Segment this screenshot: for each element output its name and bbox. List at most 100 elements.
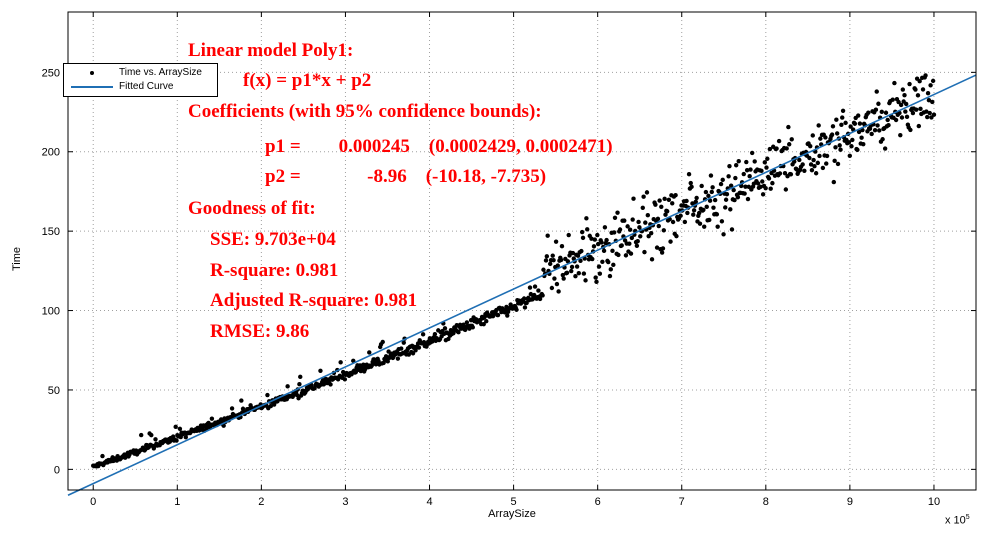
data-point xyxy=(581,271,587,276)
data-point xyxy=(522,305,528,310)
data-point xyxy=(285,384,290,389)
data-point xyxy=(877,128,882,133)
data-point xyxy=(575,253,581,258)
data-point xyxy=(852,121,858,126)
data-point xyxy=(569,268,574,274)
data-point xyxy=(917,79,922,84)
data-point xyxy=(383,354,389,359)
data-point xyxy=(663,212,668,217)
data-point xyxy=(714,212,720,217)
data-point xyxy=(442,326,448,331)
data-point xyxy=(591,244,597,249)
data-point xyxy=(767,146,773,152)
data-point xyxy=(733,163,739,168)
data-point xyxy=(707,217,712,223)
data-point xyxy=(924,109,929,114)
data-point xyxy=(239,398,244,403)
data-point xyxy=(484,319,489,324)
data-point xyxy=(399,346,404,351)
data-point xyxy=(883,110,889,115)
data-point xyxy=(623,253,629,258)
annotation-gof-header: Goodness of fit: xyxy=(188,198,316,219)
data-point xyxy=(573,274,578,279)
data-point xyxy=(481,321,486,327)
data-point xyxy=(927,110,932,116)
data-point xyxy=(910,110,916,116)
data-point xyxy=(715,224,720,229)
annotation-formula: f(x) = p1*x + p2 xyxy=(243,70,372,91)
data-point xyxy=(809,167,815,173)
data-point xyxy=(183,435,188,440)
data-point xyxy=(807,155,812,161)
data-point xyxy=(813,171,819,176)
data-point xyxy=(590,256,595,262)
data-point xyxy=(696,210,702,216)
data-point xyxy=(544,254,550,259)
data-point xyxy=(691,208,697,213)
data-point xyxy=(294,392,300,398)
data-point xyxy=(580,235,586,241)
data-point xyxy=(536,288,541,293)
data-point xyxy=(710,185,715,190)
data-point xyxy=(784,146,789,151)
data-point xyxy=(607,273,613,279)
data-point xyxy=(470,325,475,330)
data-point xyxy=(741,171,746,177)
data-point xyxy=(556,289,561,294)
data-point xyxy=(646,233,651,239)
data-point xyxy=(545,233,550,238)
data-point xyxy=(900,87,906,92)
data-point xyxy=(697,221,703,226)
data-point xyxy=(898,132,903,138)
data-point xyxy=(376,358,381,364)
data-point xyxy=(338,360,343,365)
annotation-rmse: RMSE: 9.86 xyxy=(210,321,310,342)
data-point xyxy=(495,312,501,318)
data-point xyxy=(532,292,537,298)
data-point xyxy=(138,432,144,438)
data-point xyxy=(839,122,844,127)
annotation-sse: SSE: 9.703e+04 xyxy=(210,229,336,250)
data-point xyxy=(930,99,935,105)
data-point xyxy=(685,210,690,216)
data-point xyxy=(550,253,555,258)
data-point xyxy=(608,267,613,272)
data-point xyxy=(748,167,753,172)
data-point xyxy=(631,196,636,201)
data-point xyxy=(866,110,871,115)
data-point xyxy=(719,219,725,224)
data-point xyxy=(850,137,855,143)
data-point xyxy=(706,193,711,199)
data-point xyxy=(240,406,246,411)
data-point xyxy=(837,143,842,148)
data-point xyxy=(903,101,909,107)
data-point xyxy=(642,249,647,255)
x-tick-label: 1 xyxy=(174,496,180,508)
data-point xyxy=(811,157,816,163)
data-point xyxy=(578,258,583,264)
data-point xyxy=(902,92,907,98)
data-point xyxy=(880,137,885,142)
data-point xyxy=(872,128,878,133)
x-tick-label: 4 xyxy=(426,496,432,508)
annotation-p2: p2 = -8.96 (-10.18, -7.735) xyxy=(265,166,547,187)
data-point xyxy=(446,336,451,342)
data-point xyxy=(703,189,709,195)
data-point xyxy=(720,177,725,183)
data-point xyxy=(612,215,618,221)
data-point xyxy=(553,239,559,244)
x-tick-label: 8 xyxy=(763,496,769,508)
data-point xyxy=(664,209,670,214)
data-point xyxy=(758,184,763,190)
data-point xyxy=(832,158,837,164)
x-tick-label: 5 xyxy=(511,496,517,508)
data-point xyxy=(701,207,706,213)
data-point xyxy=(834,131,840,136)
y-tick-label: 200 xyxy=(42,147,60,159)
x-tick-label: 6 xyxy=(595,496,601,508)
data-point xyxy=(596,264,602,269)
data-point xyxy=(815,160,821,166)
data-point xyxy=(735,195,741,200)
data-point xyxy=(723,205,728,210)
data-point xyxy=(566,232,571,238)
